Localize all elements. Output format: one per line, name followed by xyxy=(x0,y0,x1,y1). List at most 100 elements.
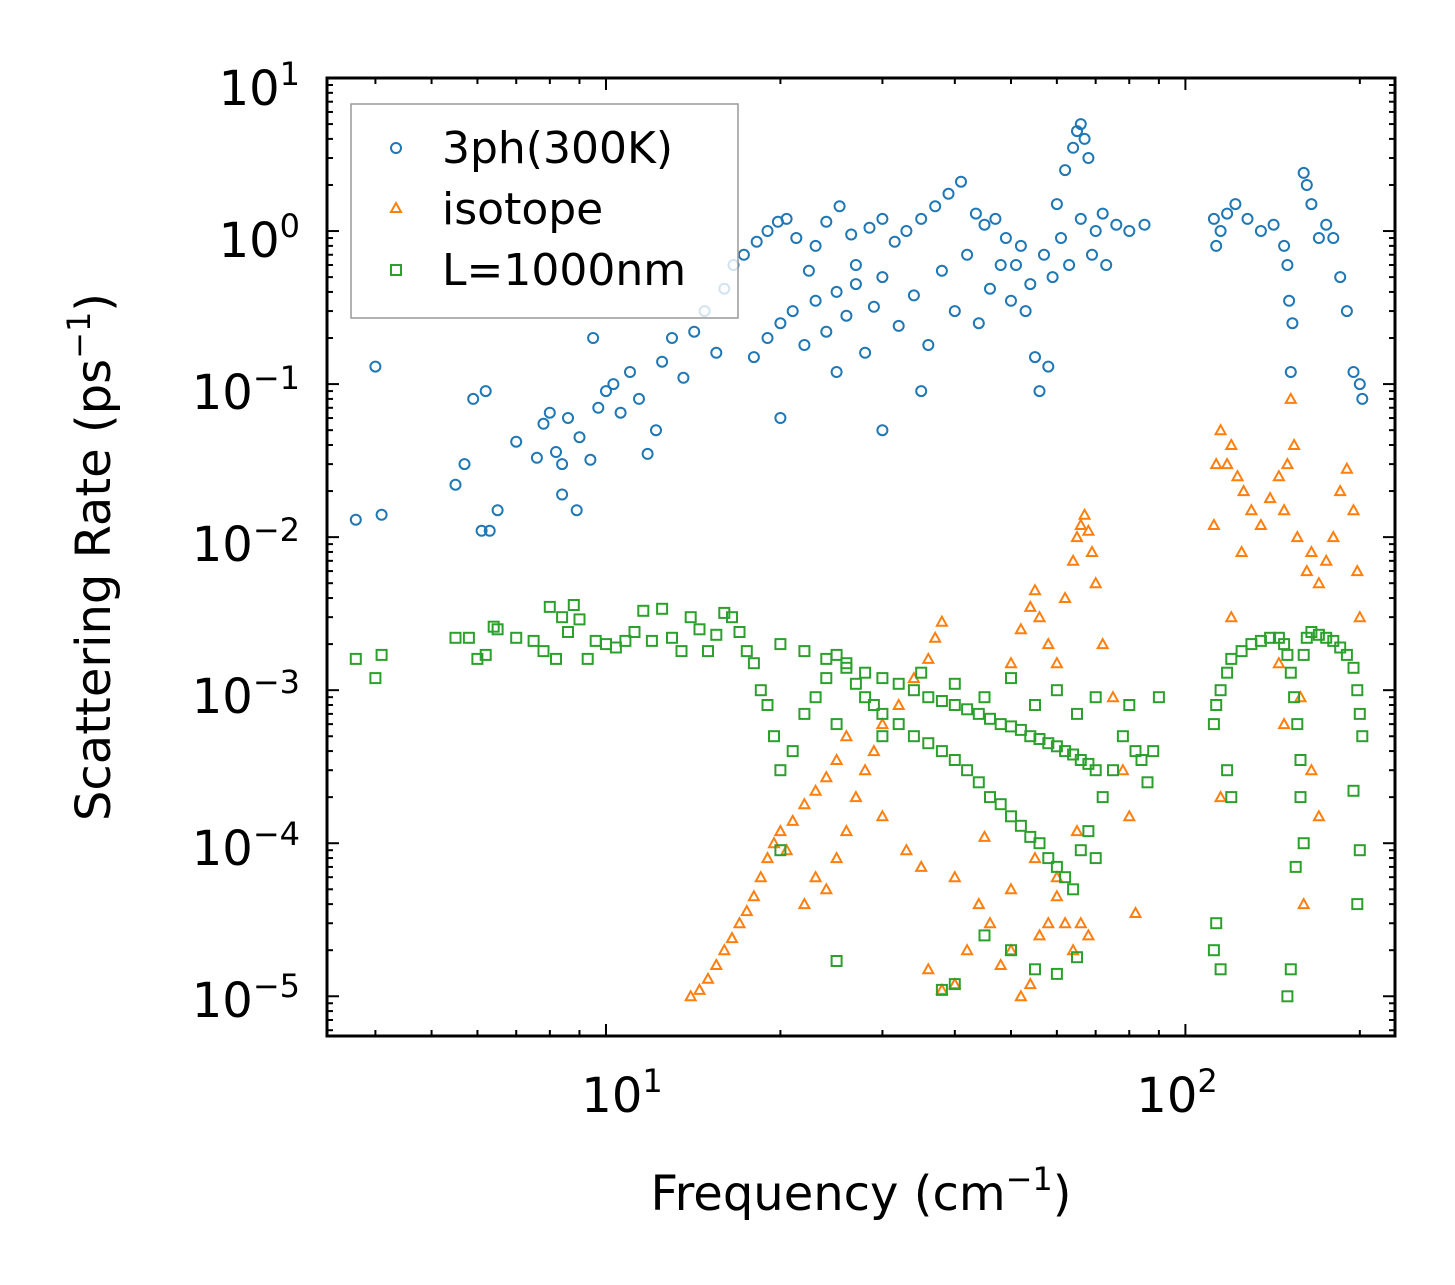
point-l-1000nm-65 xyxy=(1033,837,1046,850)
point-l-1000nm-58 xyxy=(961,764,974,777)
point-l-1000nm-64 xyxy=(1024,830,1037,843)
point-3ph-300k--92 xyxy=(892,319,905,332)
point-isotope-62 xyxy=(1023,599,1037,612)
point-isotope-112 xyxy=(1277,717,1291,730)
y-tick-label-1e-5: 10−5 xyxy=(192,967,300,1029)
point-3ph-300k--93 xyxy=(907,289,920,302)
point-l-1000nm-13 xyxy=(550,652,562,665)
point-l-1000nm-165 xyxy=(1351,898,1364,911)
point-isotope-24 xyxy=(839,824,854,837)
point-3ph-300k--13 xyxy=(543,406,556,419)
point-isotope-69 xyxy=(1070,530,1084,543)
point-3ph-300k--119 xyxy=(1229,198,1242,211)
point-isotope-0 xyxy=(684,989,698,1002)
point-3ph-300k--60 xyxy=(989,212,1002,225)
point-3ph-300k--2 xyxy=(369,360,382,373)
point-3ph-300k--58 xyxy=(969,207,982,220)
point-3ph-300k--99 xyxy=(984,282,996,295)
point-3ph-300k--38 xyxy=(737,248,750,261)
point-l-1000nm-109 xyxy=(876,730,889,743)
point-3ph-300k--57 xyxy=(955,175,967,188)
point-isotope-114 xyxy=(1312,809,1326,822)
point-l-1000nm-88 xyxy=(892,677,905,690)
point-3ph-300k--45 xyxy=(809,239,822,252)
point-isotope-93 xyxy=(1284,391,1298,404)
point-isotope-97 xyxy=(1297,897,1311,910)
point-l-1000nm-98 xyxy=(1014,723,1027,736)
point-isotope-108 xyxy=(1213,790,1228,803)
point-3ph-300k--86 xyxy=(830,285,843,298)
point-l-1000nm-49 xyxy=(849,677,862,690)
point-3ph-300k--27 xyxy=(633,392,645,405)
point-l-1000nm-40 xyxy=(768,730,780,743)
point-l-1000nm-34 xyxy=(726,611,738,624)
point-l-1000nm-155 xyxy=(1210,917,1223,930)
point-l-1000nm-164 xyxy=(1347,784,1360,797)
point-3ph-300k--131 xyxy=(1312,232,1325,244)
point-isotope-87 xyxy=(1244,503,1259,516)
point-isotope-80 xyxy=(1207,517,1221,530)
point-3ph-300k--120 xyxy=(1241,212,1254,225)
point-l-1000nm-85 xyxy=(840,657,853,670)
point-l-1000nm-118 xyxy=(830,955,843,967)
point-3ph-300k--55 xyxy=(929,200,942,213)
point-3ph-300k--91 xyxy=(876,271,889,284)
point-l-1000nm-22 xyxy=(619,634,632,647)
point-3ph-300k--26 xyxy=(624,366,636,378)
point-l-1000nm-9 xyxy=(510,631,523,644)
point-l-1000nm-122 xyxy=(1005,944,1017,957)
point-isotope-32 xyxy=(928,630,942,643)
point-isotope-85 xyxy=(1230,469,1245,482)
point-l-1000nm-11 xyxy=(537,645,550,658)
point-l-1000nm-142 xyxy=(1297,648,1310,661)
point-3ph-300k--122 xyxy=(1267,218,1280,231)
point-l-1000nm-20 xyxy=(600,638,612,651)
point-l-1000nm-53 xyxy=(892,718,905,731)
point-l-1000nm-71 xyxy=(1082,825,1095,838)
point-l-1000nm-29 xyxy=(684,611,697,624)
point-3ph-300k--9 xyxy=(491,504,504,517)
point-isotope-96 xyxy=(1293,690,1308,703)
point-l-1000nm-32 xyxy=(710,628,723,641)
point-isotope-59 xyxy=(1070,824,1084,837)
point-isotope-23 xyxy=(829,851,844,864)
point-3ph-300k--126 xyxy=(1284,366,1297,378)
point-l-1000nm-68 xyxy=(1059,871,1072,884)
point-3ph-300k--88 xyxy=(849,278,862,291)
point-isotope-9 xyxy=(754,870,768,883)
point-3ph-300k--11 xyxy=(530,451,543,464)
point-3ph-300k--25 xyxy=(614,406,627,419)
point-l-1000nm-2 xyxy=(375,648,388,661)
point-l-1000nm-87 xyxy=(876,672,889,685)
point-isotope-66 xyxy=(1050,656,1064,669)
legend-marker-isotope xyxy=(389,200,403,213)
point-3ph-300k--17 xyxy=(556,488,569,501)
point-isotope-72 xyxy=(1081,523,1096,536)
point-3ph-300k--3 xyxy=(449,478,462,491)
point-3ph-300k--42 xyxy=(780,212,793,225)
point-3ph-300k--98 xyxy=(972,317,985,330)
point-l-1000nm-162 xyxy=(1294,791,1307,804)
point-l-1000nm-46 xyxy=(820,672,833,685)
point-l-1000nm-60 xyxy=(984,791,996,804)
point-isotope-107 xyxy=(1353,610,1367,623)
point-l-1000nm-123 xyxy=(1029,963,1041,976)
point-3ph-300k--40 xyxy=(761,225,774,237)
point-isotope-67 xyxy=(1058,590,1072,603)
point-l-1000nm-86 xyxy=(859,666,872,679)
point-3ph-300k--46 xyxy=(820,215,833,228)
point-3ph-300k--128 xyxy=(1297,166,1310,179)
point-isotope-104 xyxy=(1340,461,1354,474)
point-3ph-300k--19 xyxy=(573,431,586,444)
point-3ph-300k--59 xyxy=(978,218,991,231)
point-l-1000nm-126 xyxy=(1207,718,1220,731)
point-isotope-22 xyxy=(819,882,833,895)
point-3ph-300k--94 xyxy=(922,339,935,351)
y-tick-label-1e-3: 10−3 xyxy=(192,663,300,725)
point-l-1000nm-15 xyxy=(562,626,574,638)
point-isotope-50 xyxy=(1081,928,1096,941)
point-isotope-82 xyxy=(1213,423,1228,436)
point-3ph-300k--18 xyxy=(570,504,583,517)
point-isotope-100 xyxy=(1312,576,1326,589)
